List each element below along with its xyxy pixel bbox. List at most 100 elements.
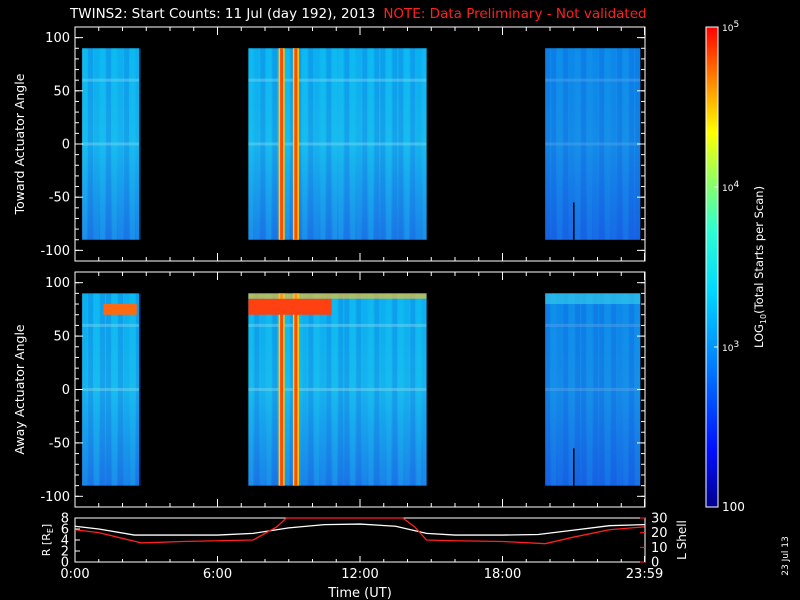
heatmap-stripe — [545, 293, 551, 486]
heatmap-stripe — [314, 48, 320, 240]
heatmap-stripe — [130, 48, 135, 240]
y-axis-label: Away Actuator Angle — [12, 324, 27, 455]
heatmap-stripe — [410, 48, 416, 240]
heatmap-stripe — [272, 293, 278, 486]
heatmap-band — [545, 323, 641, 327]
colorbar-tick-label: 104 — [722, 180, 739, 194]
orbit-y-tick-label: 4 — [61, 534, 69, 549]
heatmap-stripe — [302, 48, 308, 240]
heatmap-stripe — [368, 48, 374, 240]
heatmap-stripe — [106, 48, 111, 240]
heatmap-stripe — [569, 48, 575, 240]
heatmap-stripe — [118, 293, 123, 486]
heatmap-stripe — [350, 293, 356, 486]
heatmap-stripe — [248, 48, 254, 240]
heatmap-stripe — [374, 48, 380, 240]
heatmap-stripe — [422, 293, 428, 486]
heatmap-stripe — [557, 48, 563, 240]
heatmap-band — [82, 323, 140, 327]
orbit-y2-tick-label: 0 — [651, 556, 659, 571]
heatmap-stripe — [368, 293, 374, 486]
y-tick-label: -50 — [49, 436, 70, 451]
heatmap-stripe — [302, 293, 308, 486]
x-axis-label: Time (UT) — [327, 586, 392, 600]
series-line-lshell — [75, 517, 645, 545]
heatmap-stripe — [248, 293, 254, 486]
heatmap-stripe — [545, 48, 551, 240]
heatmap-stripe — [623, 293, 629, 486]
heatmap-stripe — [386, 48, 392, 240]
heatmap-stripe — [320, 293, 326, 486]
y-tick-label: 100 — [45, 31, 70, 46]
heatmap-stripe — [611, 293, 617, 486]
heatmap-stripe — [338, 293, 344, 486]
heatmap-stripe — [100, 48, 105, 240]
orbit-y-tick-label: 6 — [61, 523, 69, 538]
hot-strip — [248, 293, 427, 299]
heatmap-stripe — [136, 48, 141, 240]
heatmap-stripe — [290, 48, 296, 240]
hot-strip — [545, 293, 641, 305]
colorbar-tick-label: 103 — [722, 340, 739, 354]
heatmap-stripe — [326, 293, 332, 486]
heatmap-band — [82, 78, 140, 82]
heatmap-segment-shade — [545, 293, 641, 486]
heatmap-stripe — [332, 48, 338, 240]
y-tick-label: 50 — [53, 330, 70, 345]
heatmap-stripe — [587, 48, 593, 240]
heatmap-stripe — [320, 48, 326, 240]
orbit-y2-tick-label: 20 — [651, 526, 668, 541]
heatmap-band — [545, 388, 641, 391]
heatmap-band — [545, 142, 641, 146]
heatmap-segment-shade — [545, 48, 641, 240]
heatmap-stripe — [374, 293, 380, 486]
orbit-y-label: R [RE] — [40, 524, 55, 556]
heatmap-band — [82, 388, 140, 391]
heatmap-stripe — [112, 293, 117, 486]
y-tick-label: 100 — [45, 276, 70, 291]
orbit-y2-tick-label: 10 — [651, 541, 668, 556]
heatmap-stripe — [575, 48, 581, 240]
heatmap-stripe — [629, 293, 635, 486]
heatmap-stripe — [587, 293, 593, 486]
bright-band-core — [294, 293, 298, 486]
orbit-y-tick-label: 2 — [61, 545, 69, 560]
orbit-y-tick-label: 0 — [61, 556, 69, 571]
heatmap-stripe — [551, 48, 557, 240]
heatmap-band — [248, 78, 427, 82]
heatmap-segment — [82, 48, 140, 240]
heatmap-stripe — [362, 48, 368, 240]
heatmap-stripe — [272, 48, 278, 240]
hot-spot — [103, 304, 137, 315]
heatmap-stripe — [422, 48, 428, 240]
heatmap-band — [82, 142, 140, 146]
heatmap-stripe — [380, 293, 386, 486]
orbit-y2-tick-label: 30 — [651, 512, 668, 527]
heatmap-band — [248, 323, 427, 327]
heatmap-stripe — [308, 48, 314, 240]
x-tick-label: 18:00 — [484, 567, 521, 582]
x-tick-label: 23:59 — [626, 567, 663, 582]
date-stamp: 23 Jul 13 — [781, 536, 791, 576]
heatmap-stripe — [82, 48, 87, 240]
heatmap-stripe — [617, 48, 623, 240]
heatmap-stripe — [611, 48, 617, 240]
y-tick-label: -100 — [40, 244, 70, 259]
heatmap-band — [248, 388, 427, 391]
y-tick-label: 50 — [53, 84, 70, 99]
heatmap-stripe — [404, 293, 410, 486]
heatmap-stripe — [290, 293, 296, 486]
heatmap-stripe — [551, 293, 557, 486]
heatmap-stripe — [416, 293, 422, 486]
hot-band — [248, 298, 332, 315]
heatmap-stripe — [398, 48, 404, 240]
y-tick-label: -100 — [40, 490, 70, 505]
heatmap-stripe — [254, 48, 260, 240]
bright-band-core — [280, 293, 284, 486]
heatmap-segment — [545, 293, 641, 486]
x-tick-label: 6:00 — [203, 567, 232, 582]
heatmap-stripe — [82, 293, 87, 486]
heatmap-stripe — [410, 293, 416, 486]
bright-band-core — [280, 48, 284, 240]
